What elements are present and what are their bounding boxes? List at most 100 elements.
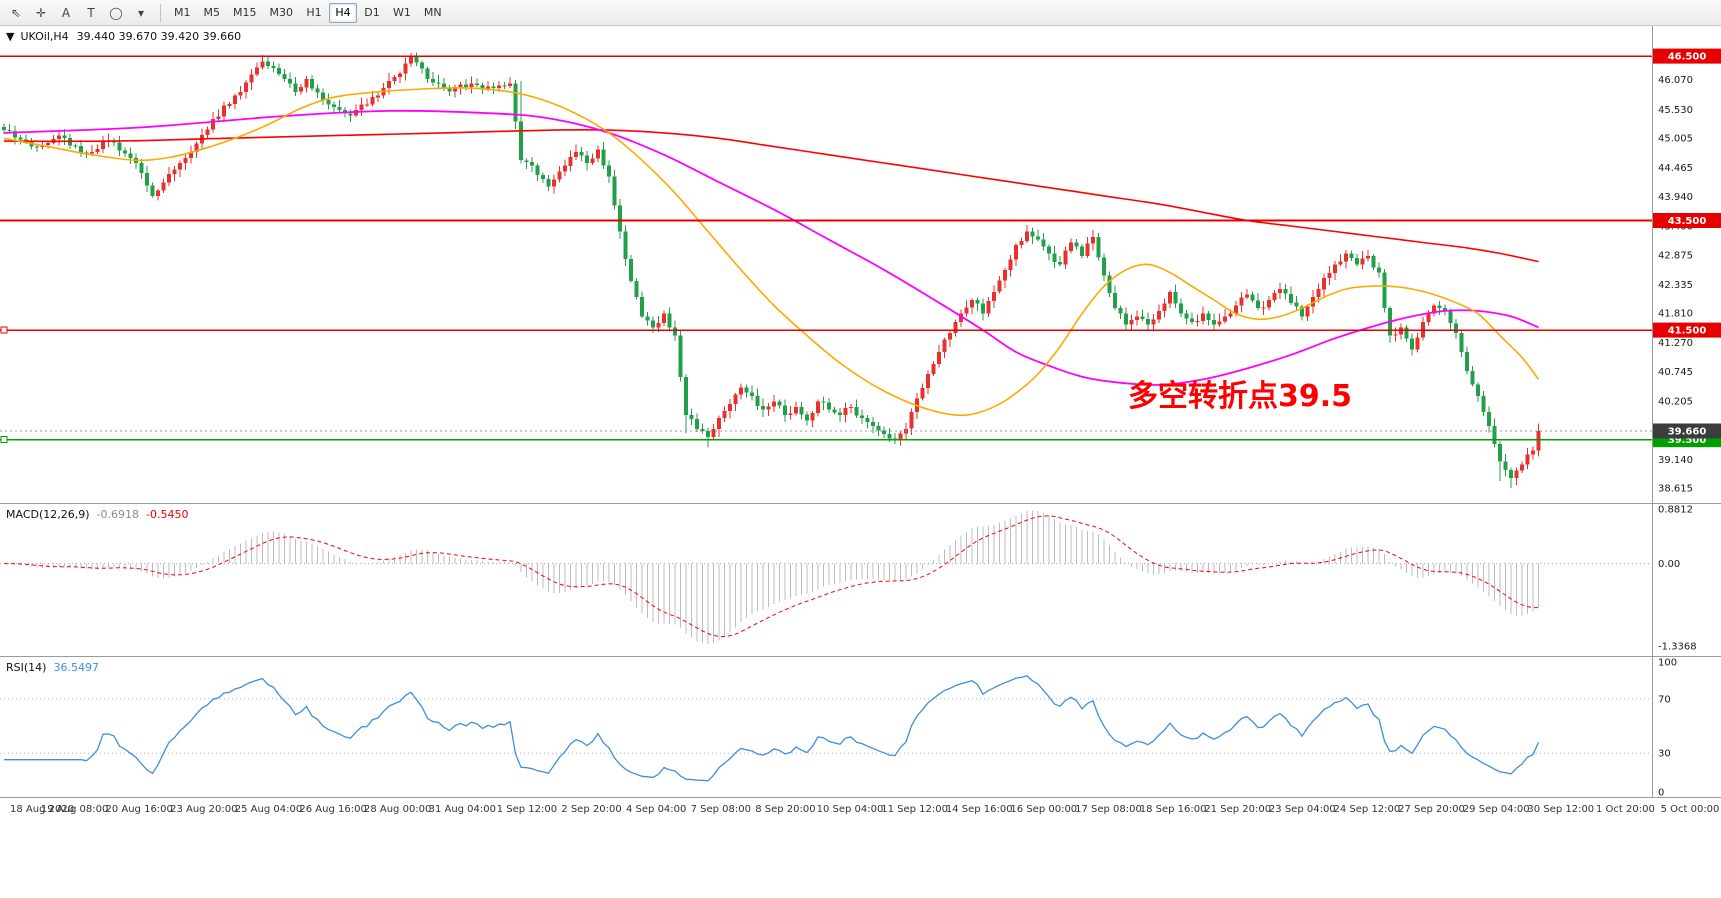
price-tag-41.500: 41.500 [1668,326,1707,337]
macd-main-value: -0.6918 [97,508,139,521]
candle-body [574,152,578,157]
symbol-timeframe-label: UKOil,H4 [20,30,68,43]
candle-body [596,149,600,159]
candle-body [436,82,441,84]
candle-body [1113,292,1117,309]
text-box-tool-button[interactable]: T [79,2,103,23]
candle-body [1514,470,1519,479]
cursor-tool-button[interactable]: ⇖ [4,2,28,23]
candle-body [150,185,155,196]
candle-body [392,76,397,81]
candle-body [315,88,320,93]
level-handle[interactable] [0,326,8,334]
tf-button-d1[interactable]: D1 [358,3,386,23]
tf-button-w1[interactable]: W1 [387,3,417,23]
time-axis-label: 31 Aug 04:00 [429,804,496,815]
time-axis-label: 23 Aug 20:00 [170,804,237,815]
shapes-dropdown-button[interactable]: ▾ [129,2,153,23]
drawing-tools-group: ⇖ ✛ A T ◯ ▾ [4,2,153,23]
toolbar: ⇖ ✛ A T ◯ ▾ M1 M5 M15 M30 H1 H4 D1 W1 MN [0,0,1721,26]
candle-body [1052,253,1057,262]
candle-body [854,406,859,416]
candle-body [1283,289,1288,294]
candle-body [1437,305,1442,309]
shapes-tool-button[interactable]: ◯ [104,2,128,23]
candle-body [777,401,782,406]
candle-body [1305,306,1310,317]
candle-body [931,363,936,374]
candle-body [843,408,848,415]
chart-canvas[interactable]: 46.07045.53045.00544.46543.94043.40042.8… [0,26,1721,898]
candle-body [2,126,6,131]
candle-body [447,88,452,92]
candle-body [1272,293,1277,300]
candle-body [1239,297,1244,306]
candle-body [1217,321,1222,325]
tf-button-m15[interactable]: M15 [227,3,263,23]
candle-body [898,433,903,440]
tf-button-h1[interactable]: H1 [300,3,328,23]
level-handle[interactable] [0,436,8,444]
price-tag-46.500-bg [1653,48,1721,64]
crosshair-tool-button[interactable]: ✛ [29,2,53,23]
candle-body [24,139,28,141]
price-axis-label: 42.335 [1658,280,1693,291]
rsi-pane [0,675,1652,782]
rsi-axis-label: 100 [1658,658,1677,669]
candle-body [981,303,985,314]
candle-body [95,149,100,152]
candle-body [480,84,485,89]
candle-body [13,130,17,138]
candle-body [1360,258,1365,265]
tf-button-mn[interactable]: MN [418,3,448,23]
candle-body [838,412,842,416]
candle-body [1349,253,1354,258]
time-axis-label: 10 Sep 04:00 [817,804,884,815]
tf-button-h4[interactable]: H4 [329,2,357,23]
candle-body [1432,305,1436,314]
candle-body [486,86,490,89]
price-axis-label: 45.005 [1658,134,1693,145]
candle-body [1036,236,1040,240]
price-tag-39.500: 39.500 [1668,435,1707,446]
candle-body [1228,313,1233,317]
time-axis-label: 4 Sep 04:00 [626,804,686,815]
candle-body [431,79,435,83]
candle-body [491,86,496,88]
candle-body [1338,261,1343,265]
candle-body [194,143,199,153]
candle-body [1509,469,1513,479]
macd-axis-label: 0.8812 [1658,505,1693,516]
candle-body [420,62,424,69]
time-axis-label: 21 Sep 20:00 [1204,804,1271,815]
annotation-text[interactable]: 多空转折点39.5 [1128,379,1352,414]
tf-button-m5[interactable]: M5 [198,3,227,23]
candle-body [46,143,50,146]
candle-body [205,129,210,135]
macd-signal-line [4,515,1539,638]
current-price-tag-bg [1653,423,1721,439]
candle-body [249,74,254,83]
candle-body [458,84,463,87]
candle-body [805,414,809,421]
price-tag-41.500-bg [1653,322,1721,338]
tf-button-m1[interactable]: M1 [168,3,197,23]
rsi-value: 36.5497 [53,661,99,674]
candle-body [1344,253,1348,262]
time-axis-label: 27 Sep 20:00 [1398,804,1465,815]
candle-body [233,95,237,104]
candle-body [689,415,694,420]
time-axis-label: 11 Sep 12:00 [881,804,948,815]
text-label-tool-button[interactable]: A [54,2,78,23]
candle-body [1030,231,1035,237]
price-axis-label: 41.270 [1658,338,1693,349]
candle-body [827,402,831,410]
candle-body [1091,237,1095,244]
candle-body [387,80,391,88]
time-axis-label: 20 Aug 16:00 [105,804,172,815]
candle-body [403,63,408,74]
candle-body [497,85,501,88]
symbol-dropdown-icon[interactable]: ▼ [6,30,15,43]
candle-body [288,79,292,84]
tf-button-m30[interactable]: M30 [264,3,300,23]
